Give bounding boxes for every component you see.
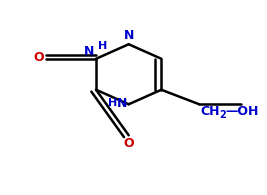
Text: H: H <box>98 41 107 51</box>
Text: —OH: —OH <box>225 105 259 118</box>
Text: H: H <box>108 98 117 108</box>
Text: 2: 2 <box>219 110 226 120</box>
Text: O: O <box>123 137 134 150</box>
Text: N: N <box>117 97 127 110</box>
Text: N: N <box>124 29 134 42</box>
Text: N: N <box>84 45 95 58</box>
Text: CH: CH <box>201 105 220 118</box>
Text: O: O <box>33 51 44 64</box>
